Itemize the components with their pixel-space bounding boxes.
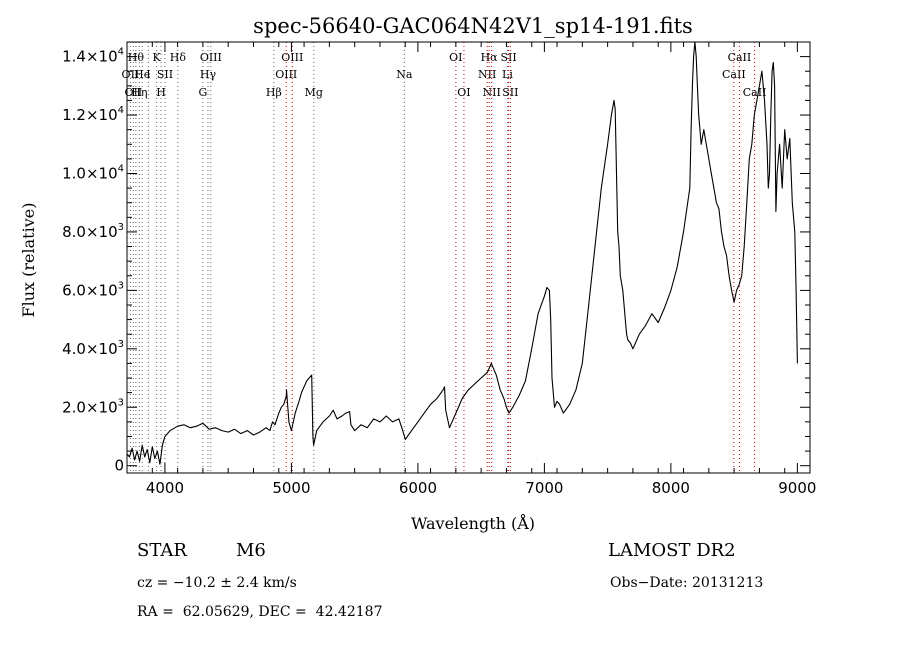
spectral-line-label: SII [500,51,516,64]
spectral-line-label: G [198,86,207,99]
y-tick-exponent: 3 [118,222,124,233]
y-tick-exponent: 4 [118,47,124,58]
y-axis-label: Flux (relative) [19,203,38,318]
spectral-line-label: OIII [275,68,297,81]
y-tick-mantissa: 0 [114,457,124,475]
spectral-line-label: Li [502,68,513,81]
x-tick-label: 5000 [272,479,310,497]
x-tick-label: 4000 [146,479,184,497]
spectral-line-label: CaII [722,68,746,81]
y-tick-label: 1.4×104 [62,47,124,66]
spectral-line-label: I [146,68,150,81]
spectral-line-label: Hη [131,86,147,99]
y-tick-exponent: 4 [118,163,124,174]
y-tick-exponent: 3 [118,280,124,291]
spectral-line-label: Hθ [128,51,145,64]
object-subclass: M6 [236,540,266,561]
x-tick-label: 9000 [778,479,816,497]
y-tick-label: 0 [114,457,124,475]
spectral-line-label: OII [122,68,140,81]
spectral-line-label: NII [478,68,496,81]
y-tick-mantissa: 8.0×10 [62,223,118,241]
spectral-line-label: NII [482,86,500,99]
x-tick-label: 7000 [525,479,563,497]
y-tick-exponent: 4 [118,105,124,116]
spectrum-series [126,41,798,465]
y-tick-mantissa: 2.0×10 [62,398,118,416]
y-tick-mantissa: 1.0×10 [62,164,118,182]
spectral-line-label: Mg [305,86,323,99]
survey-label: LAMOST DR2 [608,540,736,561]
spectral-line-label: Hδ [170,51,187,64]
object-class: STAR [137,540,187,561]
spectral-line-label: Na [396,68,413,81]
spectral-line-label: CaII [728,51,752,64]
spectral-line-label: SII [502,86,518,99]
spectral-line-label: Hβ [266,86,282,99]
spectral-line-label: CaII [743,86,767,99]
observation-date: Obs−Date: 20131213 [610,575,764,591]
spectral-line-label: K [152,51,161,64]
spectral-line-label: OI [449,51,462,64]
y-tick-mantissa: 4.0×10 [62,340,118,358]
spectrum-line [126,41,798,465]
y-tick-mantissa: 1.4×10 [62,48,118,66]
y-tick-mantissa: 6.0×10 [62,281,118,299]
spectral-line-label: SII [157,68,173,81]
x-axis-label: Wavelength (Å) [411,513,535,533]
spectral-line-label: H [156,86,166,99]
coordinates-readout: RA = 62.05629, DEC = 42.42187 [137,604,383,620]
redshift-readout: cz = −10.2 ± 2.4 km/s [137,575,297,591]
y-tick-label: 8.0×103 [62,222,124,241]
y-tick-label: 4.0×103 [62,339,124,358]
y-tick-exponent: 3 [118,339,124,350]
x-tick-label: 8000 [652,479,690,497]
axes: 4000 5000 6000 7000 8000 900002.0×1034.0×1036… [62,41,816,497]
spectral-line-label: OIII [200,51,222,64]
spectral-line-label: Hγ [200,68,217,81]
y-tick-label: 6.0×103 [62,280,124,299]
spectral-line-label: OII [124,86,142,99]
spectral-line-label: OIII [281,51,303,64]
x-tick-label: 6000 [399,479,437,497]
chart-title: spec-56640-GAC064N42V1_sp14-191.fits [253,14,693,38]
spectral-line-label: He [134,68,150,81]
spectral-line-label: OI [457,86,470,99]
spectral-line-label: Hα [481,51,499,64]
plot-frame [126,41,811,474]
y-tick-label: 2.0×103 [62,397,124,416]
y-tick-label: 1.2×104 [62,105,124,124]
y-tick-exponent: 3 [118,397,124,408]
y-tick-mantissa: 1.2×10 [62,106,118,124]
y-tick-label: 1.0×104 [62,163,124,182]
